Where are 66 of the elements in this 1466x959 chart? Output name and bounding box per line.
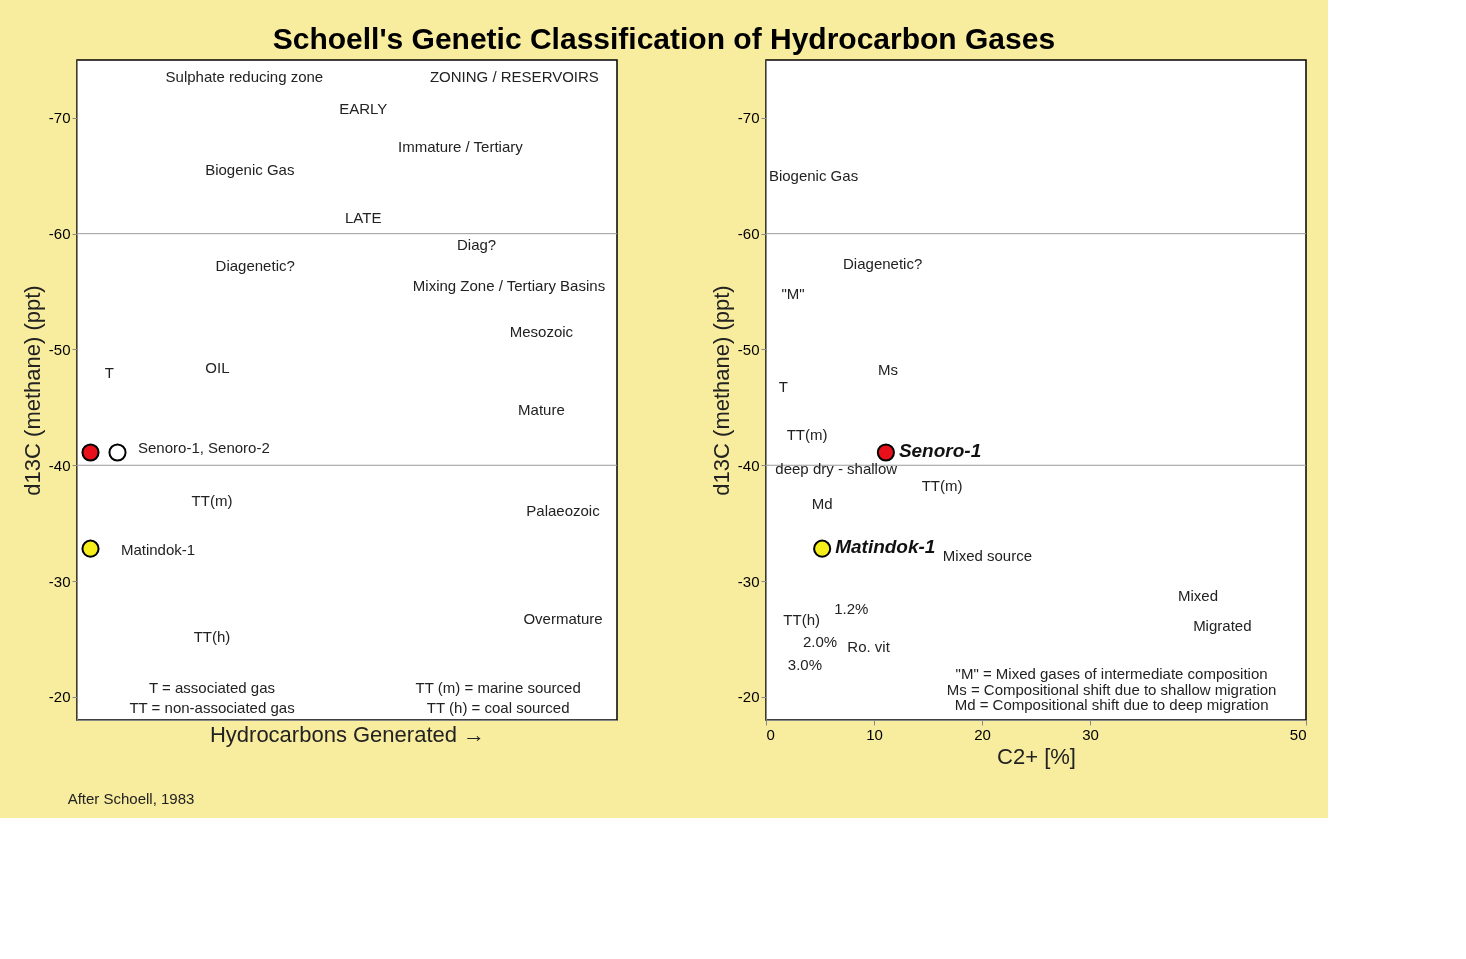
annotation: 2.0% <box>802 633 838 651</box>
annotation: deep dry - shallow <box>775 460 898 478</box>
y-tick-label: -70 <box>737 109 760 127</box>
annotation: Overmature <box>523 610 603 628</box>
annotation: TT (m) = marine sourced <box>415 679 581 697</box>
annotation: Senoro-1 <box>898 439 982 461</box>
x-tick-label: 30 <box>1082 725 1099 743</box>
chart-title: Schoell's Genetic Classification of Hydrocarbon Gases <box>272 22 1056 56</box>
x-axis-title: C2+ [%] <box>997 743 1076 769</box>
y-tick-label: -50 <box>737 340 760 358</box>
annotation: Ms <box>878 360 899 378</box>
annotation: 3.0% <box>787 656 822 674</box>
annotation: Senoro-1, Senoro-2 <box>138 439 270 457</box>
y-tick-label: -70 <box>48 109 71 127</box>
annotation: Mixing Zone / Tertiary Basins <box>412 276 606 294</box>
annotation: Ro. vit <box>847 637 891 655</box>
annotation: TT(m) <box>921 476 963 494</box>
annotation: T <box>104 363 114 381</box>
annotation: OIL <box>205 359 230 377</box>
y-tick-label: -40 <box>737 456 760 474</box>
x-tick-label: 50 <box>1289 725 1307 743</box>
annotation: TT = non-associated gas <box>129 699 295 717</box>
annotation: Mature <box>518 401 565 419</box>
annotation: TT (h) = coal sourced <box>426 699 570 717</box>
annotation: Palaeozoic <box>526 502 601 520</box>
annotation: 1.2% <box>834 600 869 618</box>
annotation: ZONING / RESERVOIRS <box>429 68 599 86</box>
annotation: "M" <box>781 285 805 303</box>
y-axis-title: d13C (methane) (ppt) <box>19 285 45 496</box>
annotation: Mesozoic <box>509 322 574 340</box>
x-tick-label: 20 <box>974 725 991 743</box>
text: After Schoell, 1983 <box>67 790 195 808</box>
y-tick-label: -50 <box>48 340 71 358</box>
annotation: Immature / Tertiary <box>398 138 524 156</box>
annotation: "M" = Mixed gases of intermediate composition <box>955 664 1268 682</box>
x-axis-title: Hydrocarbons Generated → <box>209 721 486 747</box>
y-tick-label: -60 <box>48 225 71 243</box>
annotation: Sulphate reducing zone <box>165 68 324 86</box>
annotation: TT(m) <box>191 491 233 509</box>
x-tick-label: 10 <box>866 725 883 743</box>
y-tick-label: -30 <box>737 572 760 590</box>
annotation: Diag? <box>457 236 497 254</box>
y-tick-label: -20 <box>737 688 760 706</box>
annotation: TT(m) <box>786 425 828 443</box>
y-axis-title: d13C (methane) (ppt) <box>708 285 734 496</box>
annotation: Biogenic Gas <box>768 166 859 184</box>
annotation: Md <box>811 495 833 513</box>
annotation: T = associated gas <box>148 679 276 697</box>
annotation: Diagenetic? <box>843 254 923 272</box>
annotation: LATE <box>345 209 382 227</box>
x-tick-label: 0 <box>766 725 775 743</box>
annotation: Matindok-1 <box>835 535 936 557</box>
y-tick-label: -30 <box>48 572 71 590</box>
annotation: TT(h) <box>193 627 231 645</box>
y-tick-label: -20 <box>48 688 71 706</box>
y-tick-label: -60 <box>737 225 760 243</box>
annotation: Diagenetic? <box>215 256 295 274</box>
annotation: TT(h) <box>783 611 820 629</box>
annotation: Mixed source <box>942 546 1032 564</box>
annotation: Migrated <box>1193 616 1252 634</box>
annotation: Matindok-1 <box>120 541 196 559</box>
annotation: T <box>778 378 788 396</box>
annotation: Biogenic Gas <box>205 161 295 179</box>
annotation: EARLY <box>339 99 388 117</box>
y-tick-label: -40 <box>48 456 71 474</box>
annotation: Mixed <box>1177 586 1219 604</box>
